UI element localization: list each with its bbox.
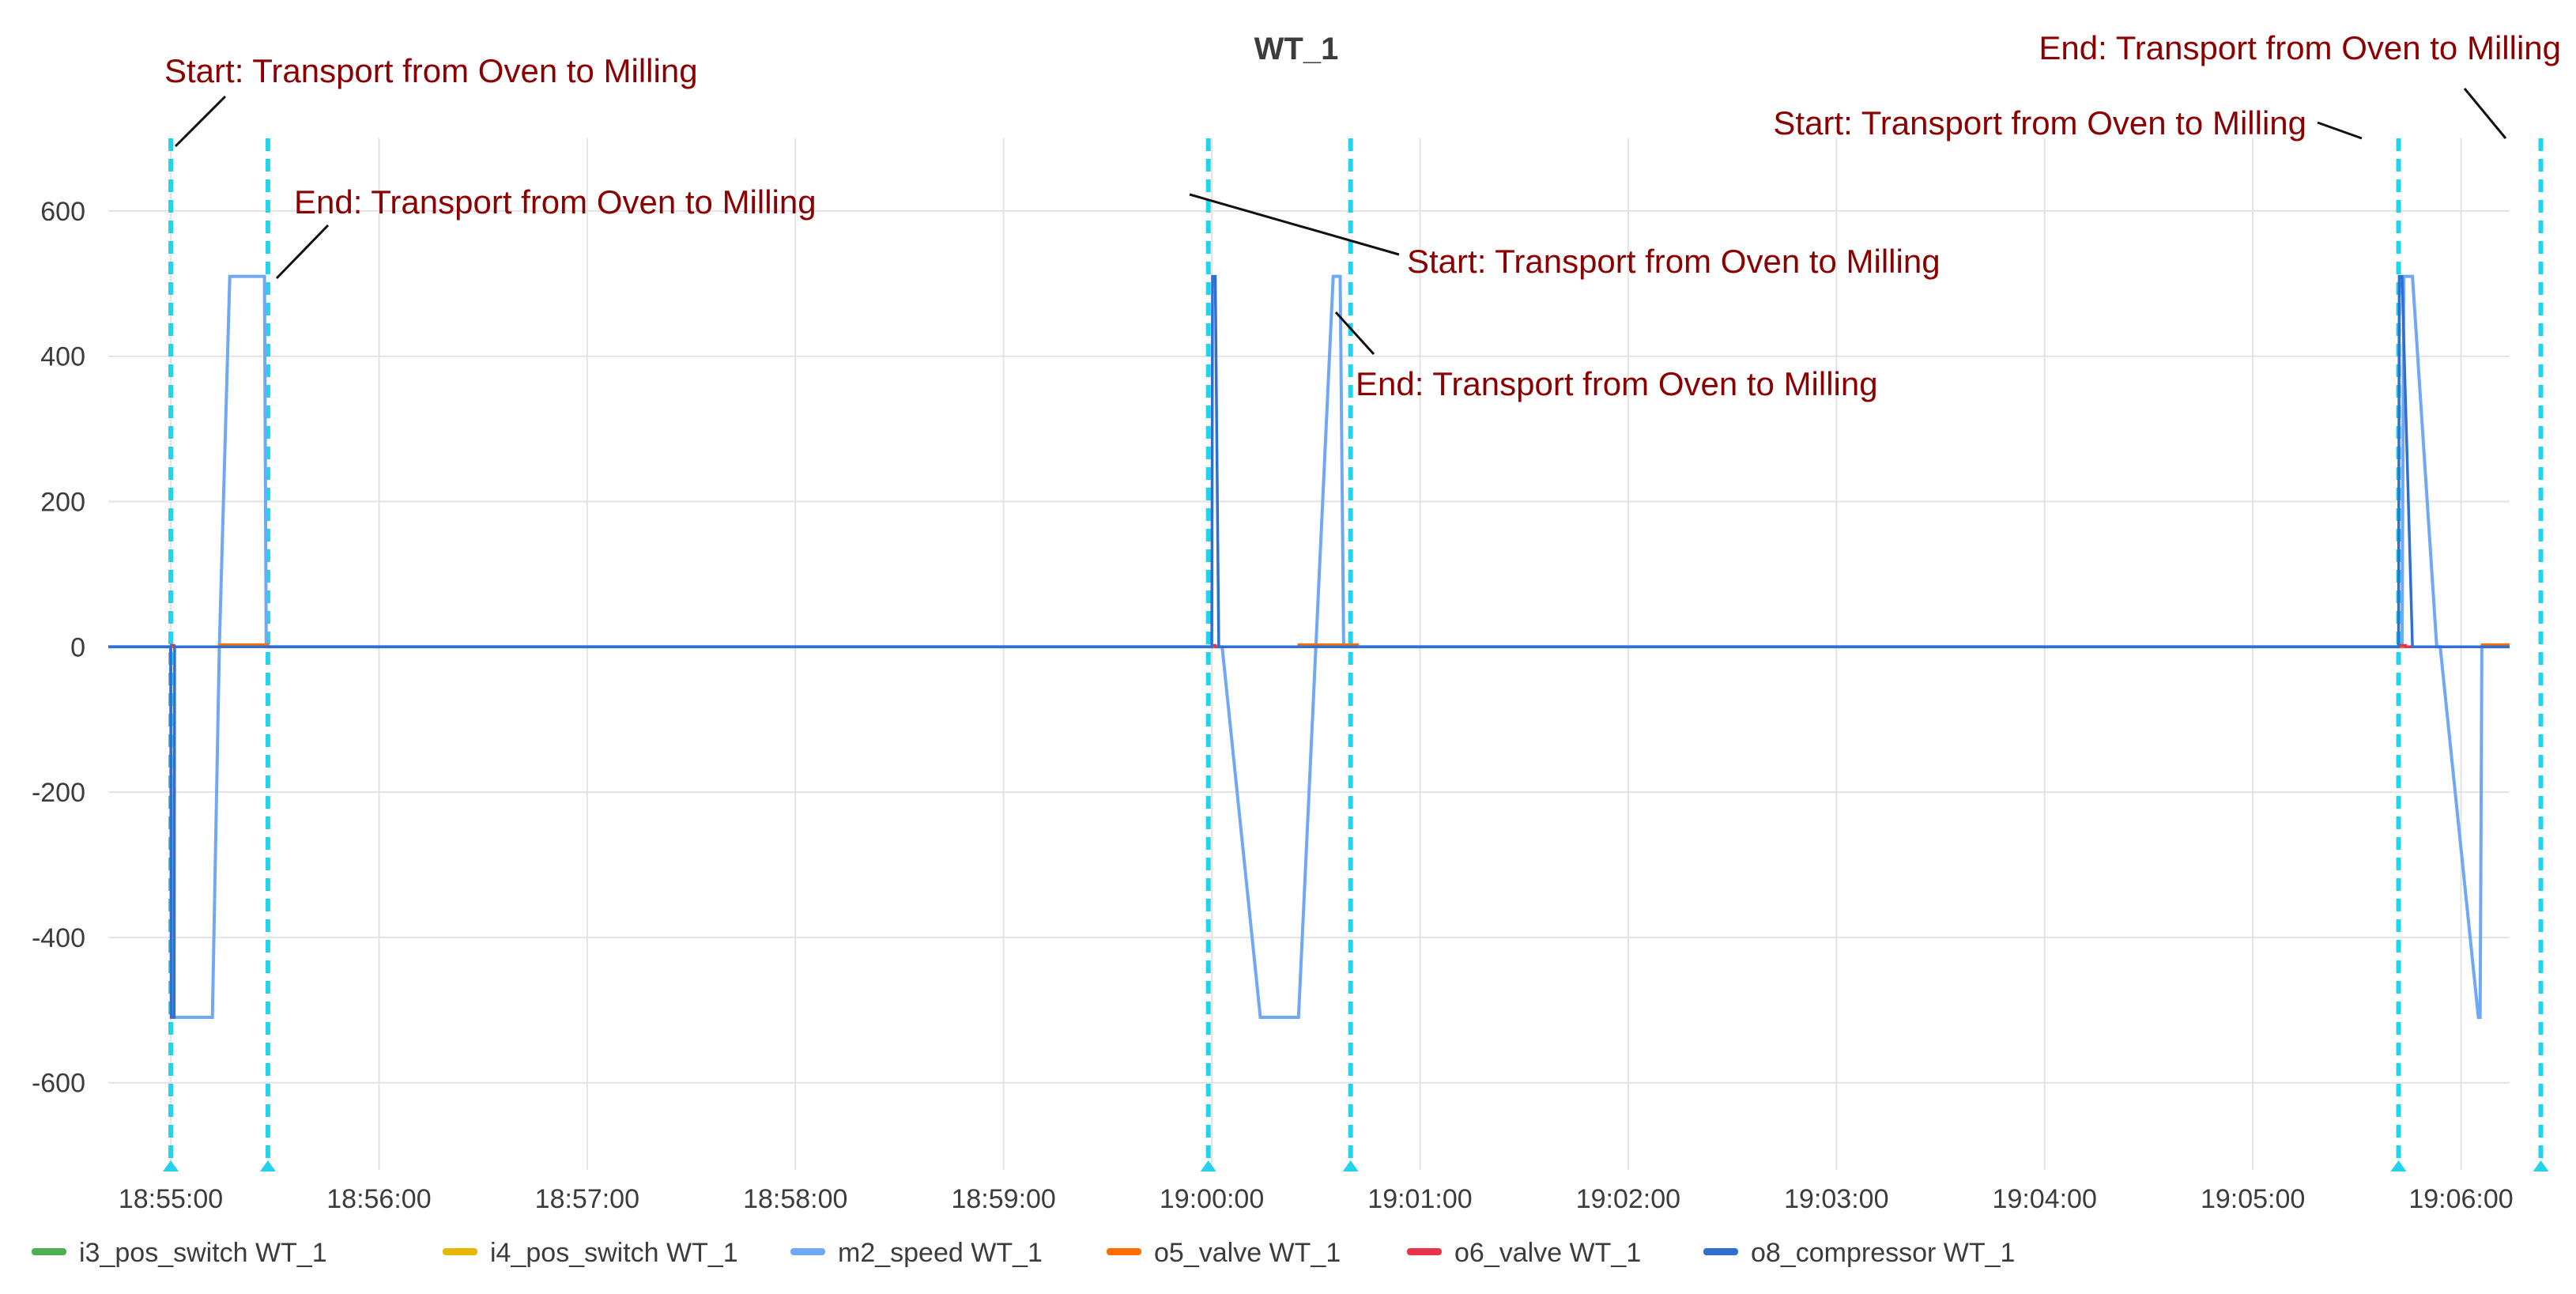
- legend-swatch: [1107, 1248, 1141, 1255]
- y-tick-label: 200: [40, 488, 85, 518]
- legend-swatch: [32, 1248, 66, 1255]
- legend-item[interactable]: o8_compressor WT_1: [1703, 1238, 2015, 1268]
- y-tick-label: 600: [40, 197, 85, 227]
- chart-title: WT_1: [1254, 32, 1339, 66]
- legend-swatch: [1703, 1248, 1738, 1255]
- grid-layer: [108, 138, 2510, 1170]
- x-tick-label: 18:59:00: [951, 1184, 1055, 1214]
- series-line-o6_valve: [108, 643, 2510, 649]
- x-tick-label: 18:55:00: [119, 1184, 223, 1214]
- annotation-leader: [2463, 88, 2507, 139]
- event-marker-triangle: [1200, 1160, 1216, 1171]
- y-tick-label: -600: [32, 1069, 85, 1099]
- legend-item[interactable]: i4_pos_switch WT_1: [443, 1238, 738, 1268]
- event-marker-triangle: [2533, 1160, 2549, 1171]
- x-tick-label: 18:57:00: [535, 1184, 639, 1214]
- marker-layer: [163, 138, 2549, 1171]
- annotation-leader: [275, 224, 330, 280]
- annotation-layer: Start: Transport from Oven to Milling End…: [164, 29, 2561, 402]
- event-marker-triangle: [2390, 1160, 2407, 1171]
- x-tick-label: 18:58:00: [743, 1184, 847, 1214]
- series-layer: [108, 274, 2510, 1019]
- x-tick-label: 19:03:00: [1784, 1184, 1888, 1214]
- legend-item[interactable]: o5_valve WT_1: [1107, 1238, 1341, 1268]
- legend-swatch: [443, 1248, 477, 1255]
- y-tick-label: 400: [40, 342, 85, 372]
- legend-swatch: [790, 1248, 825, 1255]
- annotation-leader: [1334, 311, 1375, 356]
- annotation-label: End: Transport from Oven to Milling: [294, 183, 817, 221]
- legend-label: o6_valve WT_1: [1454, 1238, 1641, 1268]
- legend-item[interactable]: m2_speed WT_1: [790, 1238, 1043, 1268]
- x-tick-label: 19:01:00: [1367, 1184, 1472, 1214]
- legend-label: i3_pos_switch WT_1: [79, 1238, 327, 1268]
- legend-item[interactable]: o6_valve WT_1: [1407, 1238, 1641, 1268]
- annotation-leader: [174, 95, 227, 148]
- legend-label: o5_valve WT_1: [1154, 1238, 1341, 1268]
- y-tick-label: -200: [32, 778, 85, 808]
- x-tick-label: 19:05:00: [2201, 1184, 2305, 1214]
- annotation-label: Start: Transport from Oven to Milling: [1407, 243, 1940, 280]
- annotation-leader: [2317, 121, 2363, 140]
- x-tick-label: 19:00:00: [1160, 1184, 1264, 1214]
- event-marker-triangle: [163, 1160, 179, 1171]
- annotation-label: Start: Transport from Oven to Milling: [164, 52, 698, 89]
- annotation-label: End: Transport from Oven to Milling: [2039, 29, 2561, 66]
- annotation-leader: [1189, 193, 1400, 256]
- legend-label: m2_speed WT_1: [838, 1238, 1043, 1268]
- annotation-label: Start: Transport from Oven to Milling: [1773, 104, 2306, 141]
- legend-label: i4_pos_switch WT_1: [490, 1238, 738, 1268]
- annotation-label: End: Transport from Oven to Milling: [1356, 365, 1878, 402]
- legend-item[interactable]: i3_pos_switch WT_1: [32, 1238, 327, 1268]
- event-marker-triangle: [259, 1160, 276, 1171]
- x-tick-label: 19:04:00: [1993, 1184, 2097, 1214]
- axis-layer: 600 400 200 0 -200 -400 -600 18:55:00 18:56:00 18…: [32, 197, 2514, 1214]
- x-tick-label: 19:06:00: [2408, 1184, 2513, 1214]
- legend[interactable]: i3_pos_switch WT_1 i4_pos_switch WT_1 m2_s…: [32, 1238, 2015, 1268]
- series-line-o8_compressor: [108, 274, 2510, 1019]
- legend-label: o8_compressor WT_1: [1751, 1238, 2015, 1268]
- x-tick-label: 18:56:00: [326, 1184, 431, 1214]
- y-tick-label: 0: [70, 632, 85, 662]
- x-tick-label: 19:02:00: [1576, 1184, 1680, 1214]
- event-marker-triangle: [1342, 1160, 1359, 1171]
- legend-swatch: [1407, 1248, 1442, 1255]
- y-tick-label: -400: [32, 923, 85, 953]
